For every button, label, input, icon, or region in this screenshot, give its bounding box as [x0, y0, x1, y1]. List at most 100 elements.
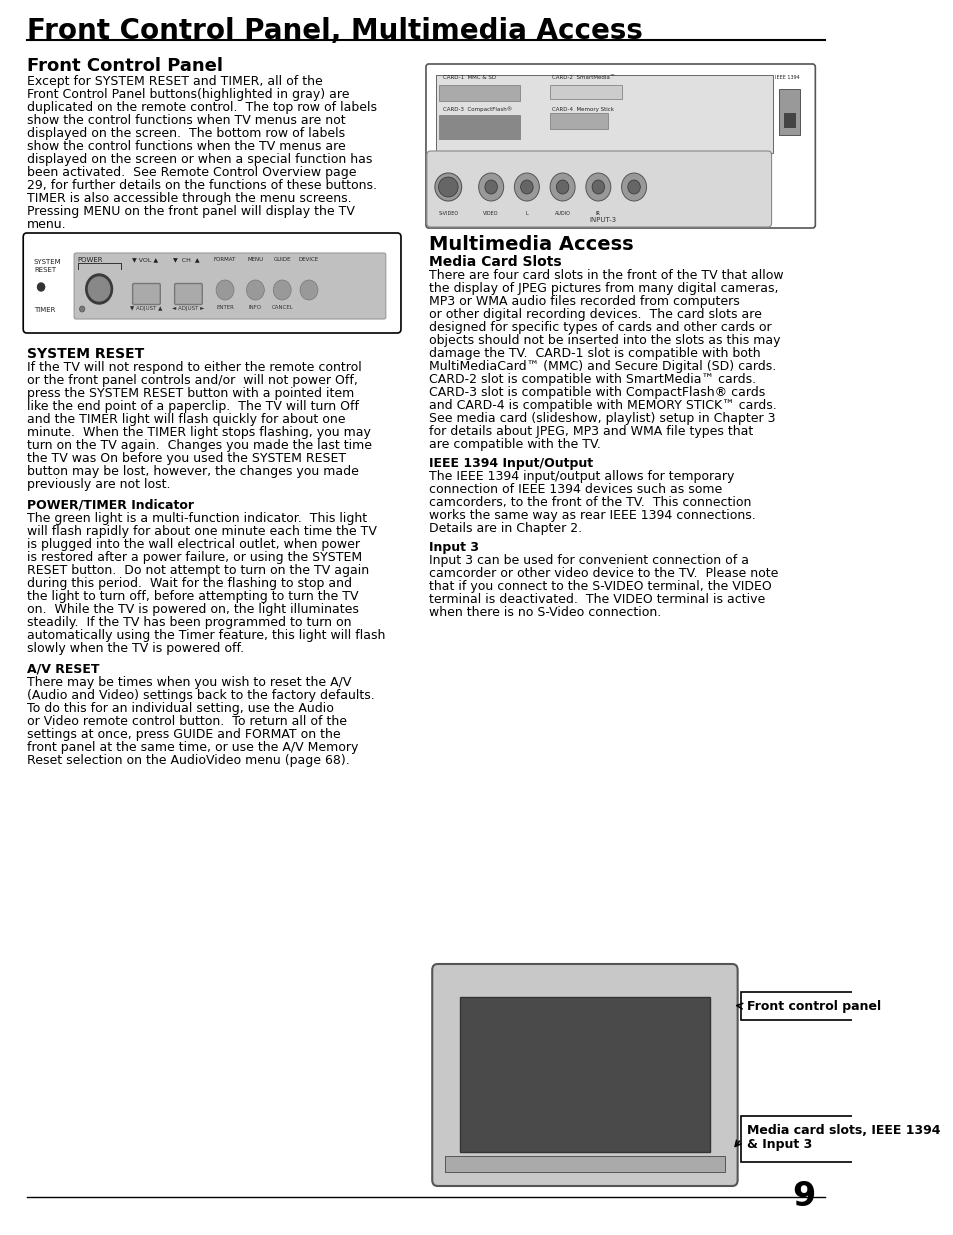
Text: on.  While the TV is powered on, the light illuminates: on. While the TV is powered on, the ligh…	[27, 603, 358, 616]
Text: The green light is a multi-function indicator.  This light: The green light is a multi-function indi…	[27, 513, 367, 525]
FancyBboxPatch shape	[23, 233, 400, 333]
Text: IEEE 1394: IEEE 1394	[775, 75, 799, 80]
Circle shape	[273, 280, 291, 300]
Text: settings at once, press GUIDE and FORMAT on the: settings at once, press GUIDE and FORMAT…	[27, 727, 340, 741]
Text: (Audio and Video) settings back to the factory defaults.: (Audio and Video) settings back to the f…	[27, 689, 375, 701]
Text: VIDEO: VIDEO	[483, 211, 498, 216]
Text: that if you connect to the S-VIDEO terminal, the VIDEO: that if you connect to the S-VIDEO termi…	[428, 580, 771, 593]
Text: 29, for further details on the functions of these buttons.: 29, for further details on the functions…	[27, 179, 376, 191]
Text: ▼ ADJUST ▲: ▼ ADJUST ▲	[131, 306, 162, 311]
FancyBboxPatch shape	[432, 965, 737, 1186]
Text: previously are not lost.: previously are not lost.	[27, 478, 171, 492]
Text: the light to turn off, before attempting to turn the TV: the light to turn off, before attempting…	[27, 590, 358, 603]
Text: Input 3: Input 3	[428, 541, 478, 555]
Text: turn on the TV again.  Changes you made the last time: turn on the TV again. Changes you made t…	[27, 438, 372, 452]
Text: CARD-3 slot is compatible with CompactFlash® cards: CARD-3 slot is compatible with CompactFl…	[428, 387, 764, 399]
Text: and CARD-4 is compatible with MEMORY STICK™ cards.: and CARD-4 is compatible with MEMORY STI…	[428, 399, 776, 412]
Bar	[436, 75, 773, 153]
Text: Pressing MENU on the front panel will display the TV: Pressing MENU on the front panel will di…	[27, 205, 355, 219]
Text: or the front panel controls and/or  will not power Off,: or the front panel controls and/or will …	[27, 374, 357, 387]
Text: POWER/TIMER Indicator: POWER/TIMER Indicator	[27, 499, 193, 513]
Text: INPUT-3: INPUT-3	[589, 217, 616, 224]
Text: automatically using the Timer feature, this light will flash: automatically using the Timer feature, t…	[27, 629, 385, 642]
Bar	[740, 992, 883, 1020]
Text: GUIDE: GUIDE	[274, 257, 291, 262]
Text: are compatible with the TV.: are compatible with the TV.	[428, 438, 599, 451]
Text: designed for specific types of cards and other cards or: designed for specific types of cards and…	[428, 321, 770, 333]
Text: TIMER is also accessible through the menu screens.: TIMER is also accessible through the men…	[27, 191, 351, 205]
Circle shape	[484, 180, 497, 194]
Text: 9: 9	[791, 1179, 815, 1213]
Text: button may be lost, however, the changes you made: button may be lost, however, the changes…	[27, 466, 358, 478]
FancyBboxPatch shape	[426, 151, 771, 227]
Text: and the TIMER light will flash quickly for about one: and the TIMER light will flash quickly f…	[27, 412, 345, 426]
Text: CARD-4  Memory Stick: CARD-4 Memory Stick	[552, 107, 613, 112]
Text: during this period.  Wait for the flashing to stop and: during this period. Wait for the flashin…	[27, 577, 352, 590]
Circle shape	[627, 180, 639, 194]
Text: displayed on the screen or when a special function has: displayed on the screen or when a specia…	[27, 153, 372, 165]
Text: & Input 3: & Input 3	[746, 1137, 811, 1151]
Text: will flash rapidly for about one minute each time the TV: will flash rapidly for about one minute …	[27, 525, 376, 538]
Text: is restored after a power failure, or using the SYSTEM: is restored after a power failure, or us…	[27, 551, 361, 564]
Text: ▼  CH  ▲: ▼ CH ▲	[173, 257, 200, 262]
Ellipse shape	[89, 277, 110, 301]
Text: SYSTEM: SYSTEM	[34, 259, 62, 266]
Text: Front control panel: Front control panel	[746, 1000, 880, 1013]
Text: camcorder or other video device to the TV.  Please note: camcorder or other video device to the T…	[428, 567, 778, 580]
Text: IR: IR	[596, 211, 600, 216]
Ellipse shape	[86, 274, 112, 304]
Text: Media card slots, IEEE 1394: Media card slots, IEEE 1394	[746, 1124, 939, 1137]
Circle shape	[585, 173, 610, 201]
Text: show the control functions when the TV menus are: show the control functions when the TV m…	[27, 140, 345, 153]
Text: damage the TV.  CARD-1 slot is compatible with both: damage the TV. CARD-1 slot is compatible…	[428, 347, 760, 359]
Bar	[783, 112, 794, 127]
Text: FORMAT: FORMAT	[213, 257, 236, 262]
Text: SYSTEM RESET: SYSTEM RESET	[27, 347, 144, 361]
Text: TIMER: TIMER	[34, 308, 55, 312]
Text: POWER: POWER	[77, 257, 103, 263]
Text: Reset selection on the AudioVideo menu (page 68).: Reset selection on the AudioVideo menu (…	[27, 755, 349, 767]
Text: menu.: menu.	[27, 219, 67, 231]
Text: camcorders, to the front of the TV.  This connection: camcorders, to the front of the TV. This…	[428, 496, 750, 509]
Bar	[459, 997, 709, 1152]
Text: or other digital recording devices.  The card slots are: or other digital recording devices. The …	[428, 308, 760, 321]
Circle shape	[246, 280, 264, 300]
Text: Media Card Slots: Media Card Slots	[428, 254, 560, 269]
Text: front panel at the same time, or use the A/V Memory: front panel at the same time, or use the…	[27, 741, 357, 755]
Bar	[444, 1156, 724, 1172]
Text: MP3 or WMA audio files recorded from computers: MP3 or WMA audio files recorded from com…	[428, 295, 739, 308]
Circle shape	[478, 173, 503, 201]
Circle shape	[556, 180, 568, 194]
Circle shape	[514, 173, 538, 201]
Text: show the control functions when TV menus are not: show the control functions when TV menus…	[27, 114, 345, 127]
Text: for details about JPEG, MP3 and WMA file types that: for details about JPEG, MP3 and WMA file…	[428, 425, 752, 438]
Text: terminal is deactivated.  The VIDEO terminal is active: terminal is deactivated. The VIDEO termi…	[428, 593, 764, 606]
Circle shape	[37, 283, 45, 291]
Text: ▼ VOL ▲: ▼ VOL ▲	[132, 257, 157, 262]
Bar	[439, 115, 519, 140]
Bar	[439, 85, 519, 101]
Circle shape	[621, 173, 646, 201]
Circle shape	[300, 280, 317, 300]
Text: L: L	[525, 211, 528, 216]
Ellipse shape	[438, 177, 457, 198]
Text: CANCEL: CANCEL	[271, 305, 293, 310]
Text: objects should not be inserted into the slots as this may: objects should not be inserted into the …	[428, 333, 780, 347]
FancyBboxPatch shape	[132, 284, 160, 305]
Text: steadily.  If the TV has been programmed to turn on: steadily. If the TV has been programmed …	[27, 616, 351, 629]
Ellipse shape	[435, 173, 461, 201]
Text: ENTER: ENTER	[216, 305, 233, 310]
Text: S-VIDEO: S-VIDEO	[437, 211, 457, 216]
Text: Except for SYSTEM RESET and TIMER, all of the: Except for SYSTEM RESET and TIMER, all o…	[27, 75, 322, 88]
Text: RESET: RESET	[34, 267, 56, 273]
Circle shape	[79, 306, 85, 312]
Text: Front Control Panel: Front Control Panel	[27, 57, 223, 75]
Text: Input 3 can be used for convenient connection of a: Input 3 can be used for convenient conne…	[428, 555, 748, 567]
Text: To do this for an individual setting, use the Audio: To do this for an individual setting, us…	[27, 701, 334, 715]
Text: connection of IEEE 1394 devices such as some: connection of IEEE 1394 devices such as …	[428, 483, 721, 496]
Text: If the TV will not respond to either the remote control: If the TV will not respond to either the…	[27, 361, 361, 374]
Text: the TV was On before you used the SYSTEM RESET: the TV was On before you used the SYSTEM…	[27, 452, 346, 466]
Text: the display of JPEG pictures from many digital cameras,: the display of JPEG pictures from many d…	[428, 282, 778, 295]
Text: Details are in Chapter 2.: Details are in Chapter 2.	[428, 522, 581, 535]
Text: duplicated on the remote control.  The top row of labels: duplicated on the remote control. The to…	[27, 101, 376, 114]
